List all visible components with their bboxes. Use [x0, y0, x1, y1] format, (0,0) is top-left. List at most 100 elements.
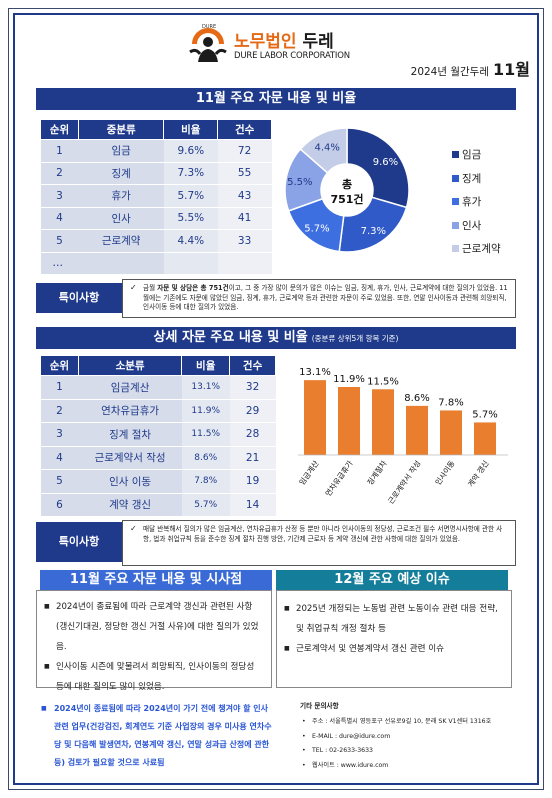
legend-swatch	[452, 221, 459, 229]
table-cell: 계약 갱신	[78, 493, 182, 517]
donut-slice-label: 5.5%	[287, 177, 312, 188]
table-cell: 19	[229, 469, 276, 494]
bar	[338, 387, 360, 455]
note2-label: 특이사항	[36, 522, 122, 562]
legend-label: 휴가	[462, 196, 482, 209]
table-row: 5 근로계약 4.4% 33	[40, 229, 272, 253]
table-cell: 임금	[78, 139, 164, 163]
right-summary-box: 2025년 개정되는 노동법 관련 노동이슈 관련 대응 전략, 및 취업규칙 …	[276, 590, 512, 688]
contact-website[interactable]: 웹사이트 : www.idure.com	[300, 759, 510, 774]
table-cell: 11.9%	[181, 399, 230, 423]
table-cell: 13.1%	[181, 375, 230, 400]
bar-category-label: 연차유급휴가	[324, 459, 355, 498]
table-cell	[217, 252, 272, 275]
legend-swatch	[452, 245, 459, 253]
table-row: 4 근로계약서 작성 8.6% 21	[40, 446, 276, 470]
table-cell: 5.7%	[181, 493, 230, 517]
list-item: 2025년 개정되는 노동법 관련 노동이슈 관련 대응 전략, 및 취업규칙 …	[283, 599, 503, 639]
bar-value-label: 11.9%	[333, 374, 365, 385]
section1-table: 순위 중분류 비율 건수 1 임금 9.6% 72 2 징계 7.3% 55 3 휴가 5.7% 43…	[40, 119, 272, 275]
brand-name-ko: 노무법인 두레	[234, 32, 334, 52]
legend-label: 근로계약	[462, 243, 501, 256]
check-icon: ✓	[130, 524, 137, 533]
table-cell: 인사 이동	[78, 469, 182, 494]
legend-item: 근로계약	[452, 237, 501, 261]
bar	[304, 380, 326, 455]
table-cell: 7.3%	[163, 162, 218, 185]
donut-slice-label: 4.4%	[314, 142, 339, 153]
contact-info: 기타 문의사항 주소 : 서울특별시 영등포구 선유로9길 10, 문래 SK …	[300, 700, 510, 773]
table-row: 1 임금계산 13.1% 32	[40, 375, 276, 400]
bar-category-label: 임금계산	[297, 458, 321, 486]
table-header: 건수	[229, 355, 276, 376]
table-header: 순위	[40, 119, 79, 140]
bar-value-label: 7.8%	[438, 397, 463, 408]
donut-center-value: 751건	[330, 192, 363, 206]
table-row: 6 계약 갱신 5.7% 14	[40, 493, 276, 517]
table-cell: 55	[217, 162, 272, 185]
list-item: 근로계약서 및 연봉계약서 갱신 관련 이슈	[283, 639, 503, 659]
table-cell: 연차유급휴가	[78, 399, 182, 423]
list-item: 2024년이 종료됨에 따라 근로계약 갱신과 관련된 사항 (갱신기대권, 정…	[43, 597, 263, 657]
table-cell: 14	[229, 493, 276, 517]
contact-tel[interactable]: TEL : 02-2633-3633	[300, 744, 510, 759]
bar-category-label: 인사이동	[433, 458, 457, 486]
table-cell: 5.7%	[163, 184, 218, 208]
table-cell: 3	[40, 422, 79, 447]
table-cell: 33	[217, 229, 272, 253]
logo-small-text: DURE	[202, 24, 217, 30]
donut-slice-임금	[346, 127, 410, 209]
table-cell	[163, 252, 218, 275]
square-bullet-icon: ■	[41, 705, 47, 712]
table-header: 비율	[181, 355, 231, 376]
table-cell: 11.5%	[181, 422, 230, 447]
table-cell: 5	[40, 469, 79, 494]
table-row: 2 연차유급휴가 11.9% 29	[40, 399, 276, 423]
bar	[440, 410, 462, 455]
donut-slice-label: 5.7%	[304, 223, 329, 234]
contact-title: 기타 문의사항	[300, 702, 339, 710]
legend-label: 인사	[462, 219, 482, 232]
note2-box: ✓ 매달 반복해서 질의가 많은 임금계산, 연차유급휴가 산정 등 뿐만 아니…	[122, 520, 516, 566]
table-cell: …	[40, 252, 79, 275]
donut-hole	[322, 165, 372, 215]
table-cell: 41	[217, 207, 272, 230]
contact-email[interactable]: E-MAIL : dure@idure.com	[300, 730, 510, 745]
table-row: …	[40, 252, 272, 275]
table-cell: 4	[40, 207, 79, 230]
table-cell: 5.5%	[163, 207, 218, 230]
table-cell: 5	[40, 229, 79, 253]
left-summary-box: 2024년이 종료됨에 따라 근로계약 갱신과 관련된 사항 (갱신기대권, 정…	[36, 590, 272, 692]
table-row: 2 징계 7.3% 55	[40, 162, 272, 185]
table-row: 1 임금 9.6% 72	[40, 139, 272, 163]
section1-title: 11월 주요 자문 내용 및 비율	[36, 88, 516, 110]
issue-title: 2024년 월간두레 11월	[410, 60, 530, 79]
brand-name-en: DURE LABOR CORPORATION	[234, 51, 350, 61]
table-cell: 4.4%	[163, 229, 218, 253]
legend-label: 임금	[462, 149, 482, 162]
contact-address: 주소 : 서울특별시 영등포구 선유로9길 10, 문래 SK V1센터 131…	[300, 715, 510, 730]
donut-slice-근로계약	[299, 127, 348, 174]
table-row: 5 인사 이동 7.8% 19	[40, 469, 276, 494]
bar-category-label: 징계절차	[365, 458, 389, 486]
table-cell: 8.6%	[181, 446, 230, 470]
section2-title: 상세 자문 주요 내용 및 비율 (중분류 상위5개 항목 기준)	[36, 327, 516, 349]
bar	[372, 389, 394, 455]
table-header: 비율	[163, 119, 219, 140]
table-cell: 임금계산	[78, 375, 182, 400]
table-row: 3 휴가 5.7% 43	[40, 184, 272, 208]
logo-mark-icon	[189, 28, 227, 62]
table-cell: 2	[40, 162, 79, 185]
bar-value-label: 13.1%	[299, 367, 331, 378]
bar-category-label: 근로계약서 작성	[385, 458, 422, 505]
legend-item: 징계	[452, 167, 501, 191]
table-cell: 7.8%	[181, 469, 230, 494]
legend-item: 임금	[452, 143, 501, 167]
bar-chart: 13.1% 임금계산 11.9% 연차유급휴가 11.5% 징계절차 8.6% 근로계약서 작…	[297, 367, 508, 506]
blue-note: ■ 2024년이 종료됨에 따라 2024년이 가기 전에 챙겨야 할 인사 관…	[38, 700, 276, 772]
page-inner-border	[13, 13, 539, 785]
table-cell: 징계	[78, 162, 164, 185]
table-cell	[78, 252, 164, 275]
